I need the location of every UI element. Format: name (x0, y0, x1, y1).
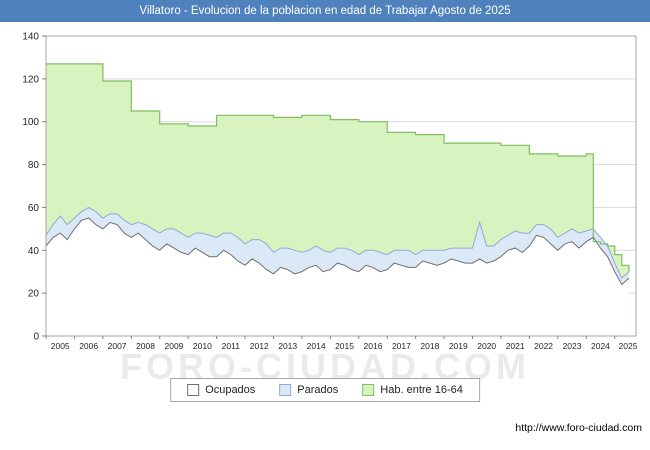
svg-text:2010: 2010 (193, 341, 212, 351)
svg-text:2007: 2007 (108, 341, 127, 351)
svg-text:2015: 2015 (335, 341, 354, 351)
svg-text:2008: 2008 (136, 341, 155, 351)
svg-text:2014: 2014 (307, 341, 326, 351)
svg-text:2016: 2016 (364, 341, 383, 351)
legend-label-parados: Parados (297, 384, 339, 396)
chart-title-bar: Villatoro - Evolucion de la poblacion en… (0, 0, 650, 22)
svg-text:2021: 2021 (506, 341, 525, 351)
svg-text:2006: 2006 (79, 341, 98, 351)
svg-text:120: 120 (22, 74, 39, 85)
svg-text:2018: 2018 (420, 341, 439, 351)
svg-text:2024: 2024 (591, 341, 610, 351)
svg-text:60: 60 (28, 203, 40, 214)
svg-text:2020: 2020 (477, 341, 496, 351)
svg-text:40: 40 (28, 246, 40, 257)
svg-text:100: 100 (22, 117, 39, 128)
svg-text:2023: 2023 (563, 341, 582, 351)
foro-ciudad-link[interactable]: http://www.foro-ciudad.com (515, 422, 642, 434)
svg-text:2022: 2022 (534, 341, 553, 351)
svg-text:0: 0 (33, 332, 39, 343)
legend-label-hab-16-64: Hab. entre 16-64 (380, 384, 463, 396)
svg-text:2012: 2012 (250, 341, 269, 351)
svg-text:2025: 2025 (619, 341, 638, 351)
svg-text:2009: 2009 (164, 341, 183, 351)
legend-item-hab-16-64: Hab. entre 16-64 (362, 384, 463, 396)
legend-swatch-parados (279, 384, 292, 396)
chart-legend: Ocupados Parados Hab. entre 16-64 (170, 378, 480, 402)
legend-item-ocupados: Ocupados (187, 384, 255, 396)
legend-label-ocupados: Ocupados (205, 384, 256, 396)
legend-swatch-hab-16-64 (362, 384, 375, 396)
svg-text:2005: 2005 (51, 341, 70, 351)
svg-text:2011: 2011 (222, 341, 241, 351)
chart-title: Villatoro - Evolucion de la poblacion en… (139, 5, 511, 17)
svg-text:2017: 2017 (392, 341, 411, 351)
svg-text:140: 140 (22, 32, 39, 43)
svg-text:80: 80 (28, 160, 40, 171)
legend-item-parados: Parados (279, 384, 338, 396)
legend-swatch-ocupados (187, 384, 200, 396)
svg-text:20: 20 (28, 289, 40, 300)
svg-text:2019: 2019 (449, 341, 468, 351)
svg-text:2013: 2013 (278, 341, 297, 351)
